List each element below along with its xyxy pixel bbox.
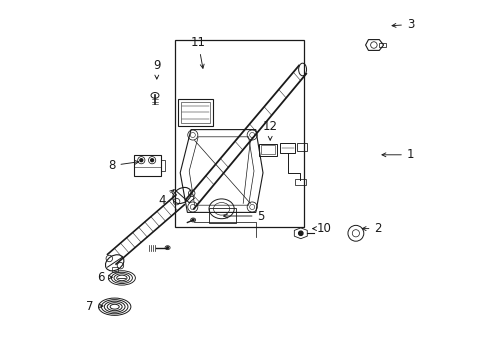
Text: 3: 3 — [392, 18, 414, 31]
Bar — [112, 267, 118, 272]
Text: 11: 11 — [191, 36, 206, 68]
Bar — [181, 102, 210, 123]
Bar — [261, 145, 275, 154]
Circle shape — [192, 219, 195, 221]
Text: 8: 8 — [108, 159, 139, 172]
Bar — [297, 143, 307, 151]
Circle shape — [140, 159, 143, 162]
Text: 6: 6 — [97, 271, 112, 284]
Circle shape — [151, 159, 153, 162]
Bar — [209, 208, 236, 223]
Bar — [379, 43, 387, 47]
Bar — [178, 99, 213, 126]
Circle shape — [166, 246, 169, 249]
Bar — [295, 179, 306, 185]
Text: 4: 4 — [158, 190, 174, 207]
Text: 2: 2 — [362, 222, 382, 235]
Text: 12: 12 — [263, 120, 278, 140]
Bar — [280, 143, 295, 153]
Bar — [134, 155, 161, 176]
Bar — [175, 40, 304, 227]
Bar — [161, 160, 166, 171]
Text: 9: 9 — [153, 59, 161, 79]
Bar — [259, 144, 277, 156]
Text: 7: 7 — [86, 300, 103, 312]
Text: 1: 1 — [382, 148, 415, 161]
Text: 5: 5 — [223, 210, 265, 222]
Circle shape — [298, 231, 303, 235]
Text: 10: 10 — [313, 222, 332, 235]
